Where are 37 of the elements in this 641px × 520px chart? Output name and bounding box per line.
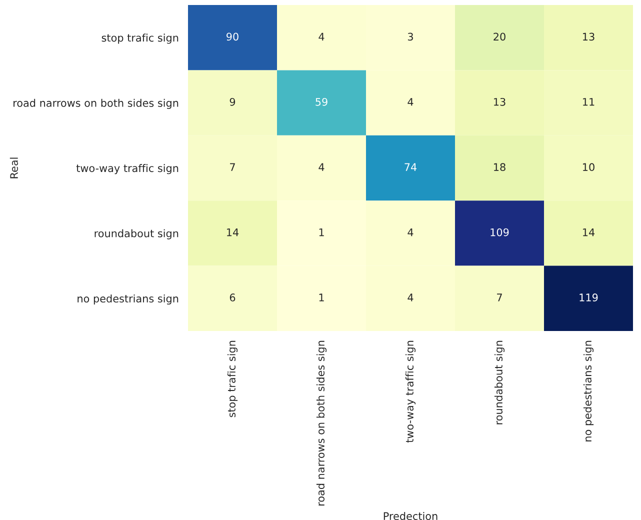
y-tick-label: roundabout sign	[94, 229, 178, 240]
data-label: 14	[227, 228, 239, 236]
data-label: 4	[408, 98, 414, 106]
y-axis-title: Real	[10, 158, 18, 178]
data-label: 4	[318, 32, 324, 40]
data-label: 119	[580, 294, 598, 302]
data-label: 7	[230, 163, 235, 171]
y-tick-label: no pedestrians sign	[78, 294, 178, 305]
x-tick-label: no pedestrians sign	[583, 340, 594, 442]
data-label: 74	[404, 163, 417, 171]
x-tick-label: roundabout sign	[494, 340, 505, 424]
data-label: 11	[583, 98, 594, 106]
data-label: 90	[226, 32, 238, 41]
data-label: 10	[583, 163, 594, 172]
data-label: 9	[230, 98, 236, 106]
data-label: 3	[408, 32, 413, 41]
data-label: 20	[494, 32, 506, 41]
y-tick-label: road narrows on both sides sign	[14, 98, 178, 109]
y-tick-label: two-way traffic sign	[76, 164, 178, 174]
data-label: 18	[494, 163, 506, 172]
data-label: 109	[490, 228, 509, 236]
data-label: 13	[494, 98, 506, 106]
data-label: 4	[408, 228, 414, 236]
data-label: 4	[318, 163, 324, 171]
x-tick-label: two-way traffic sign	[405, 340, 416, 443]
data-label: 14	[583, 228, 595, 236]
data-label: 1	[319, 294, 324, 302]
data-label: 59	[316, 98, 328, 106]
data-label: 7	[497, 294, 502, 302]
y-tick-label: stop trafic sign	[102, 34, 178, 44]
x-tick-label: stop trafic sign	[227, 340, 238, 418]
data-label: 6	[230, 294, 236, 302]
data-label: 4	[408, 294, 414, 302]
data-label: 13	[583, 32, 594, 41]
x-axis-title: Predection	[384, 512, 438, 520]
data-label: 1	[319, 228, 324, 236]
x-tick-label: road narrows on both sides sign	[316, 340, 327, 506]
